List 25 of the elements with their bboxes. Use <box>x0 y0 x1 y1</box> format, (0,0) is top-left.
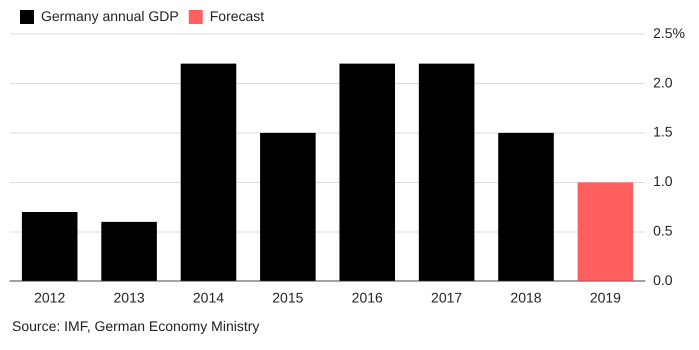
bar <box>339 64 396 281</box>
y-tick-label: 0.5 <box>653 222 673 239</box>
y-tick-label: 1.5 <box>653 124 673 140</box>
x-tick-label: 2013 <box>114 289 145 306</box>
x-tick-label: 2014 <box>192 289 224 306</box>
y-tick-label: 0.0 <box>653 272 673 288</box>
legend-label: Forecast <box>210 8 264 24</box>
bar <box>260 132 316 281</box>
bar <box>578 182 634 281</box>
bar <box>101 222 157 281</box>
x-tick-label: 2019 <box>590 289 622 306</box>
bar <box>498 132 554 281</box>
bar <box>418 64 474 281</box>
y-tick-label: 2.0 <box>653 74 673 90</box>
bar <box>22 212 78 281</box>
y-tick-label: 1.0 <box>653 173 673 190</box>
legend-label: Germany annual GDP <box>41 8 179 24</box>
x-tick-label: 2016 <box>352 289 384 306</box>
x-tick-label: 2017 <box>431 289 462 306</box>
bar <box>180 64 236 281</box>
x-tick-label: 2015 <box>272 289 304 306</box>
y-tick-label: 2.5% <box>653 24 686 41</box>
x-tick-label: 2018 <box>510 289 542 306</box>
x-tick-label: 2012 <box>34 289 66 306</box>
source-note: Source: IMF, German Economy Ministry <box>12 318 260 334</box>
